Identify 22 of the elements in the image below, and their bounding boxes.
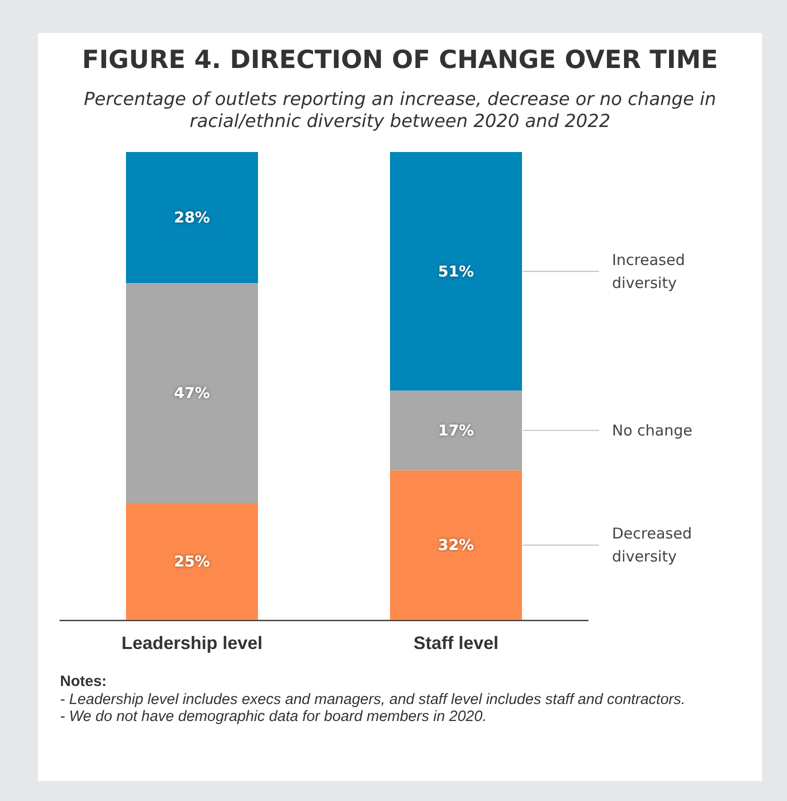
chart-title: FIGURE 4. DIRECTION OF CHANGE OVER TIME (81, 44, 719, 76)
x-tick-label: Leadership level (121, 633, 263, 653)
text: - We do not have demographic data for board members in 2020. (60, 708, 488, 726)
text: Notes: (60, 673, 108, 690)
data-label: 47% (174, 384, 210, 402)
data-label: 51% (438, 262, 474, 280)
data-label: 32% (438, 536, 474, 554)
bar (126, 283, 258, 503)
bar (390, 470, 522, 620)
data-label: 17% (438, 421, 474, 440)
bar (390, 390, 522, 470)
bar (126, 503, 258, 620)
bar (126, 152, 258, 284)
data-label: 25% (174, 552, 210, 570)
text: No change (612, 421, 692, 440)
text: Decreased diversity (612, 524, 697, 566)
data-label: 28% (174, 208, 210, 227)
text: Increased diversity (612, 250, 690, 292)
text: - Leadership level includes execs and managers, and staff level includes staff and contractors. (60, 690, 686, 708)
chart-subtitle: Percentage of outlets reporting an increase, decrease or no change in racial/ethnic diversity between 2020 and 2022 (82, 89, 718, 133)
x-tick-label: Staff level (413, 633, 499, 653)
bar (390, 152, 522, 391)
